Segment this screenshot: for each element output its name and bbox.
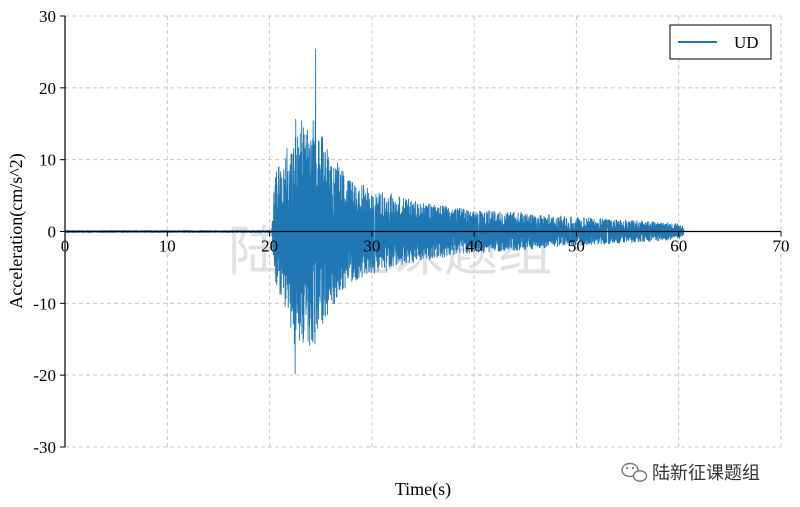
- series-line-ud: [64, 48, 685, 375]
- legend-box: [669, 24, 772, 60]
- x-tick-label: 0: [61, 237, 70, 256]
- watermark-corner-text: 陆新征课题组: [652, 463, 760, 484]
- x-tick-label: 30: [363, 237, 380, 256]
- y-tick-label: 30: [39, 7, 56, 26]
- y-tick-label: 10: [39, 151, 56, 170]
- y-tick-label: -20: [33, 366, 56, 385]
- x-tick-label: 20: [261, 237, 278, 256]
- x-tick-label: 10: [159, 237, 176, 256]
- x-tick-label: 70: [773, 237, 790, 256]
- y-tick-label: 20: [39, 79, 56, 98]
- x-tick-label: 40: [466, 237, 483, 256]
- legend-label-ud: UD: [734, 33, 759, 52]
- series-layer: [64, 48, 685, 375]
- wechat-icon: [621, 462, 648, 482]
- legend: UD: [669, 24, 772, 60]
- x-tick-label: 60: [670, 237, 687, 256]
- axes: [60, 15, 782, 448]
- x-axis-label: Time(s): [395, 479, 451, 500]
- y-tick-label: -30: [33, 438, 56, 457]
- corner-watermark: 陆新征课题组: [621, 462, 760, 484]
- x-tick-label: 50: [568, 237, 585, 256]
- y-tick-label: 0: [48, 223, 57, 242]
- y-axis-label: Acceleration(cm/s^2): [6, 153, 27, 308]
- y-tick-label: -10: [33, 294, 56, 313]
- tick-labels: 0 10 20 30 40 50 60 70 30 20 10 0 -10 -20 -30: [33, 7, 789, 457]
